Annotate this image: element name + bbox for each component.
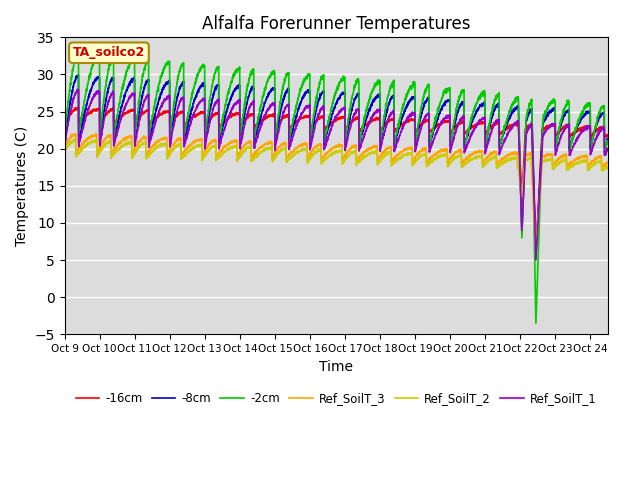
- Ref_SoilT_1: [230, 102, 238, 108]
- Ref_SoilT_1: [553, 146, 561, 152]
- -16cm: [532, 250, 540, 255]
- -16cm: [61, 120, 68, 126]
- Text: TA_soilco2: TA_soilco2: [73, 46, 145, 59]
- Ref_SoilT_3: [420, 146, 428, 152]
- -2cm: [532, 320, 540, 326]
- Ref_SoilT_1: [182, 139, 189, 144]
- -2cm: [61, 130, 68, 136]
- Ref_SoilT_2: [604, 164, 612, 170]
- Legend: -16cm, -8cm, -2cm, Ref_SoilT_3, Ref_SoilT_2, Ref_SoilT_1: -16cm, -8cm, -2cm, Ref_SoilT_3, Ref_Soil…: [71, 388, 602, 410]
- Ref_SoilT_1: [412, 145, 420, 151]
- Line: -2cm: -2cm: [65, 52, 608, 323]
- -2cm: [182, 126, 189, 132]
- Line: Ref_SoilT_3: Ref_SoilT_3: [65, 133, 608, 249]
- Ref_SoilT_2: [589, 163, 596, 169]
- -8cm: [589, 136, 596, 142]
- Line: Ref_SoilT_2: Ref_SoilT_2: [65, 139, 608, 252]
- Ref_SoilT_1: [604, 146, 612, 152]
- -2cm: [420, 95, 428, 101]
- -8cm: [74, 72, 82, 78]
- Ref_SoilT_3: [230, 138, 238, 144]
- Line: -8cm: -8cm: [65, 75, 608, 256]
- Ref_SoilT_2: [553, 161, 561, 167]
- -16cm: [230, 112, 238, 118]
- Ref_SoilT_2: [532, 250, 540, 255]
- -8cm: [604, 136, 612, 142]
- Line: -16cm: -16cm: [65, 108, 608, 252]
- -2cm: [412, 134, 420, 140]
- -16cm: [74, 105, 82, 110]
- -8cm: [182, 131, 189, 137]
- -2cm: [230, 69, 238, 75]
- Ref_SoilT_2: [230, 144, 238, 150]
- -2cm: [74, 49, 82, 55]
- Ref_SoilT_1: [74, 86, 82, 92]
- Ref_SoilT_3: [532, 246, 540, 252]
- -16cm: [553, 131, 561, 137]
- -8cm: [412, 137, 420, 143]
- Ref_SoilT_3: [92, 131, 100, 136]
- X-axis label: Time: Time: [319, 360, 353, 373]
- -16cm: [604, 133, 612, 139]
- -16cm: [420, 120, 428, 125]
- Ref_SoilT_3: [553, 157, 561, 163]
- -8cm: [532, 253, 540, 259]
- -16cm: [182, 122, 189, 128]
- -8cm: [420, 104, 428, 109]
- -16cm: [412, 128, 420, 133]
- Ref_SoilT_1: [420, 117, 428, 123]
- -2cm: [604, 138, 612, 144]
- -2cm: [553, 136, 561, 142]
- -8cm: [61, 138, 68, 144]
- Title: Alfalfa Forerunner Temperatures: Alfalfa Forerunner Temperatures: [202, 15, 470, 33]
- -8cm: [230, 87, 238, 93]
- -8cm: [553, 138, 561, 144]
- Ref_SoilT_3: [604, 160, 612, 166]
- -2cm: [589, 135, 596, 141]
- Ref_SoilT_1: [532, 257, 540, 263]
- Ref_SoilT_2: [182, 152, 189, 158]
- Ref_SoilT_2: [412, 157, 420, 163]
- Line: Ref_SoilT_1: Ref_SoilT_1: [65, 89, 608, 260]
- Ref_SoilT_3: [61, 144, 68, 150]
- -16cm: [589, 132, 596, 138]
- Ref_SoilT_2: [420, 152, 428, 157]
- Ref_SoilT_1: [589, 145, 596, 151]
- Ref_SoilT_2: [61, 148, 68, 154]
- Ref_SoilT_2: [70, 136, 78, 142]
- Ref_SoilT_3: [589, 158, 596, 164]
- Ref_SoilT_3: [182, 148, 189, 154]
- Ref_SoilT_1: [61, 142, 68, 147]
- Y-axis label: Temperatures (C): Temperatures (C): [15, 126, 29, 246]
- Ref_SoilT_3: [412, 153, 420, 159]
